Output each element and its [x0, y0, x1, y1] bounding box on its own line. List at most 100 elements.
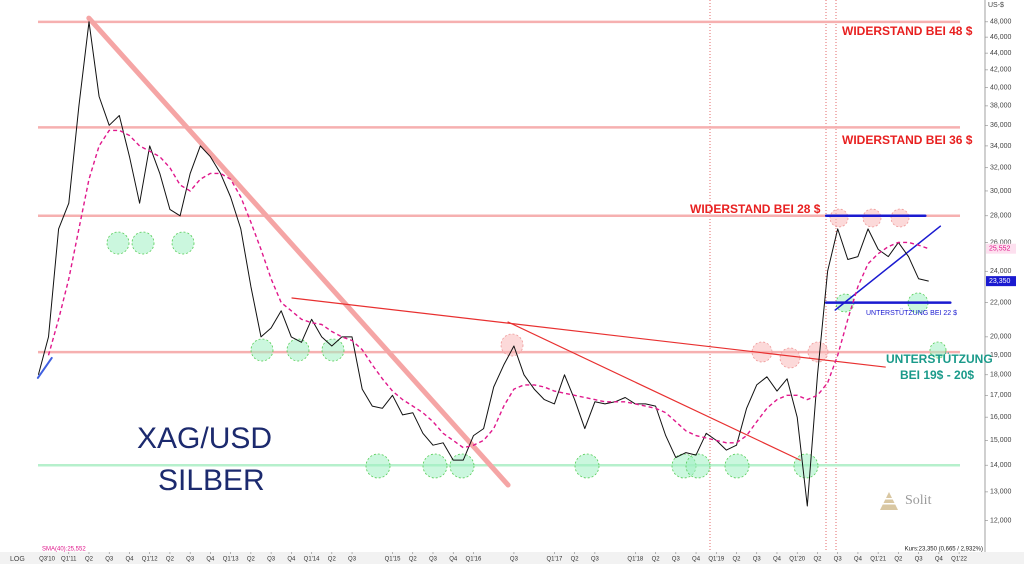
annotation: XAG/USD	[137, 422, 272, 455]
sma-legend: SMA(40):25,552	[42, 547, 86, 553]
axis-unit: US-$	[988, 2, 1004, 9]
y-tick-label: 46,000	[990, 34, 1012, 41]
x-tick-label: Q2	[328, 557, 337, 563]
y-tick-label: 42,000	[990, 67, 1012, 74]
x-tick-label: Q2	[247, 557, 256, 563]
annotation: WIDERSTAND BEI 36 $	[842, 133, 973, 147]
annotation: BEI 19$ - 20$	[900, 368, 974, 382]
x-tick-label: Q1'19	[708, 557, 724, 563]
x-tick-label: Q4	[935, 557, 944, 563]
y-tick-label: 30,000	[990, 188, 1012, 195]
y-tick-label: 24,000	[990, 268, 1012, 275]
x-tick-label: Q4	[692, 557, 701, 563]
y-tick-label: 40,000	[990, 84, 1012, 91]
y-tick-label: 44,000	[990, 50, 1012, 57]
circle	[106, 231, 130, 255]
circle	[807, 341, 829, 363]
y-tick-label: 48,000	[990, 19, 1012, 26]
x-tick-label: Q2	[409, 557, 418, 563]
x-tick-label: Q1'14	[304, 557, 320, 563]
plot	[36, 15, 952, 507]
x-tick-label: Q4	[125, 557, 134, 563]
y-tick-label: 28,000	[990, 213, 1012, 220]
x-tick-label: Q1'15	[385, 557, 401, 563]
trend-line	[507, 321, 801, 461]
annotation: UNTERSTÜTZUNG	[886, 351, 993, 366]
circle	[321, 338, 345, 362]
annotation: WIDERSTAND BEI 28 $	[690, 202, 821, 216]
y-tick-label: 12,000	[990, 518, 1012, 525]
x-tick-label: Q1'11	[61, 557, 77, 563]
circle	[286, 338, 310, 362]
circle	[829, 208, 849, 228]
x-tick-label: Q1'17	[546, 557, 562, 563]
circle	[131, 231, 155, 255]
y-tick-label: 20,000	[990, 334, 1012, 341]
x-tick-label: Q1'12	[142, 557, 158, 563]
x-tick-label: Q4	[854, 557, 863, 563]
circle	[751, 341, 773, 363]
x-tick-label: Q4	[287, 557, 296, 563]
x-tick-label: Q1'20	[789, 557, 805, 563]
circle	[793, 453, 819, 479]
y-tick-label: 22,000	[990, 299, 1012, 306]
circle	[422, 453, 448, 479]
scale-label: LOG	[10, 556, 25, 563]
y-tick-label: 34,000	[990, 143, 1012, 150]
price-line	[37, 21, 929, 507]
x-tick-label: Q2	[85, 557, 94, 563]
price-last-label: 23,350	[989, 278, 1011, 285]
y-tick-label: 14,000	[990, 462, 1012, 469]
x-tick-label: Q2	[894, 557, 903, 563]
y-tick-label: 16,000	[990, 414, 1012, 421]
circle	[890, 208, 910, 228]
y-tick-label: 15,000	[990, 437, 1012, 444]
circle	[365, 453, 391, 479]
y-tick-label: 26,000	[990, 239, 1012, 246]
x-tick-label: Q4	[449, 557, 458, 563]
solit-logo	[878, 492, 900, 510]
x-tick-label: Q4	[206, 557, 215, 563]
x-tick-label: Q2	[571, 557, 580, 563]
x-tick-label: Q3	[753, 557, 762, 563]
annotation: SILBER	[158, 464, 265, 497]
pink-circles	[500, 208, 910, 369]
x-tick-label: Q1'21	[870, 557, 886, 563]
sma-last-box	[986, 243, 1016, 254]
x-tick-label: Q3	[834, 557, 843, 563]
x-tick-label: Q3	[267, 557, 276, 563]
circle	[500, 333, 524, 357]
circle	[724, 453, 750, 479]
x-tick-label: Q3	[348, 557, 357, 563]
x-tick-label: Q1'22	[951, 557, 967, 563]
x-tick-label: Q3	[105, 557, 114, 563]
circle	[574, 453, 600, 479]
x-tick-label: Q2	[652, 557, 661, 563]
circle	[862, 208, 882, 228]
y-tick-label: 19,000	[990, 352, 1012, 359]
trend-line	[36, 356, 53, 379]
x-tick-label: Q3	[915, 557, 924, 563]
price-last-box	[986, 276, 1016, 287]
y-tick-label: 17,000	[990, 392, 1012, 399]
circle	[449, 453, 475, 479]
price-legend: Kurs:23,350 (0,665 / 2,932%)	[905, 547, 983, 553]
x-tick-label: Q3'10	[39, 557, 55, 563]
x-tick-label: Q2	[733, 557, 742, 563]
circle	[779, 347, 801, 369]
circle	[929, 341, 947, 359]
annotation: Solit	[905, 493, 932, 508]
x-tick-label: Q4	[773, 557, 782, 563]
sma-last-label: 25,552	[989, 246, 1011, 253]
circle	[685, 453, 711, 479]
x-tick-label: Q1'18	[627, 557, 643, 563]
event-lines	[709, 0, 837, 552]
logo-pyramid	[880, 492, 898, 510]
trend-line	[291, 297, 886, 368]
x-tick-label: Q3	[186, 557, 195, 563]
x-tick-label: Q3	[591, 557, 600, 563]
x-tick-label: Q3	[672, 557, 681, 563]
y-tick-label: 13,000	[990, 489, 1012, 496]
trend-line	[86, 15, 511, 488]
